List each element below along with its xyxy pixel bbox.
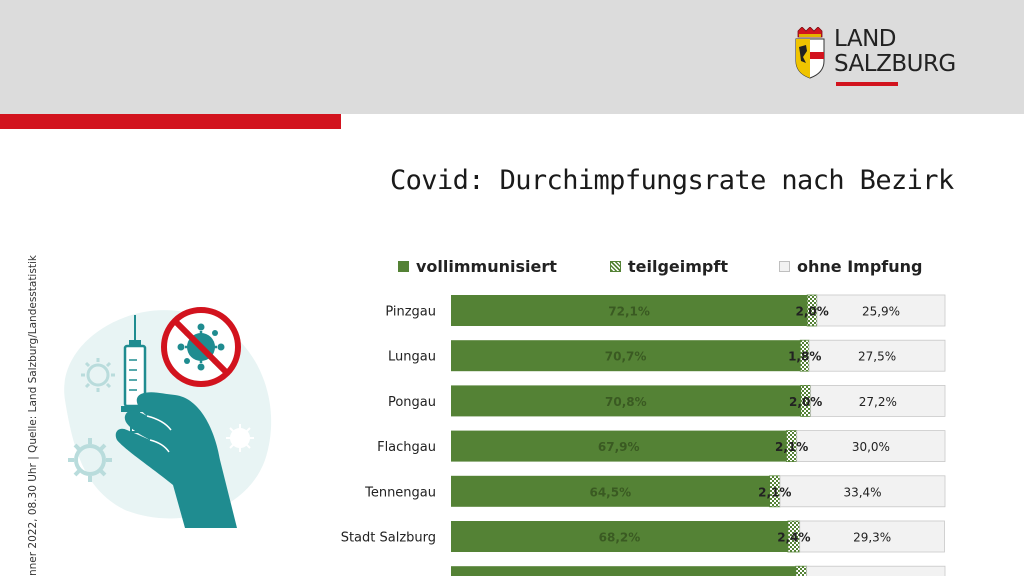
bar-segment-2 [816,294,946,327]
chart-title: Covid: Durchimpfungsrate nach Bezirk [390,165,954,196]
virus-outline-icon [81,358,115,392]
bar-segment-0 [451,566,796,576]
bar-segment-0 [451,385,801,417]
legend-label: ohne Impfung [797,257,923,276]
data-label: 70,7% [605,350,647,364]
bar-segment-2 [799,520,945,553]
data-label: 29,3% [853,531,891,545]
data-label: 2,0% [795,305,828,319]
data-label: 1,8% [788,350,821,364]
header-red-strip [0,114,341,129]
data-label: 33,4% [843,485,881,499]
bar-segment-0 [451,475,770,507]
legend-label: teilgeimpft [628,257,728,276]
data-label: 2,1% [758,485,791,499]
legend-swatch-partial [610,261,621,272]
header-band [0,0,1024,114]
bar-segment-2 [808,339,946,372]
legend-swatch-full [398,261,409,272]
category-label: Stadt Salzburg [341,531,436,546]
logo-line-2: SALZBURG [834,51,956,77]
legend-item-vollimmunisiert: vollimmunisiert [398,257,557,276]
bar-segment-0 [451,340,801,372]
data-label: 70,8% [605,395,647,409]
bar-segment-2 [810,384,946,417]
data-label: 2,4% [777,531,810,545]
category-label: Lungau [388,350,436,365]
no-virus-icon [161,307,241,387]
category-label: Pinzgau [385,305,436,320]
bar-segment-2 [796,430,946,463]
bar-segment-2 [806,565,946,576]
data-label: 68,2% [599,531,641,545]
data-label: 72,1% [608,305,650,319]
category-label: Flachgau [377,440,436,455]
bar-segment-0 [451,521,788,552]
data-label: 2,0% [789,395,822,409]
logo-line-1: LAND [834,26,896,52]
bar-segment-0 [451,430,787,462]
data-label: 67,9% [598,440,640,454]
legend-label: vollimmunisiert [416,257,557,276]
data-label: 64,5% [589,485,631,499]
data-label: 27,5% [858,350,896,364]
bar-segment-1 [795,565,808,576]
hand-icon [115,392,237,528]
logo-wordmark: LAND SALZBURG [834,27,956,77]
salzburg-crest-icon [795,27,825,79]
legend-item-ohne-impfung: ohne Impfung [779,257,922,276]
vaccine-syringe-hand-no-virus-icon [64,307,272,528]
logo-red-bar [836,82,898,86]
virus-outline-icon [226,424,254,452]
category-label: Tennengau [364,485,436,500]
data-label: 27,2% [859,395,897,409]
data-label: 25,9% [862,305,900,319]
data-label: 30,0% [852,440,890,454]
category-label: Pongau [388,395,436,410]
data-label: 2,1% [775,440,808,454]
land-salzburg-logo: LAND SALZBURG [794,27,974,89]
virus-outline-icon [68,438,112,482]
legend-item-teilgeimpft: teilgeimpft [610,257,728,276]
bar-segment-0 [451,295,808,326]
bar-segment-2 [779,475,946,508]
legend-swatch-none [779,261,790,272]
